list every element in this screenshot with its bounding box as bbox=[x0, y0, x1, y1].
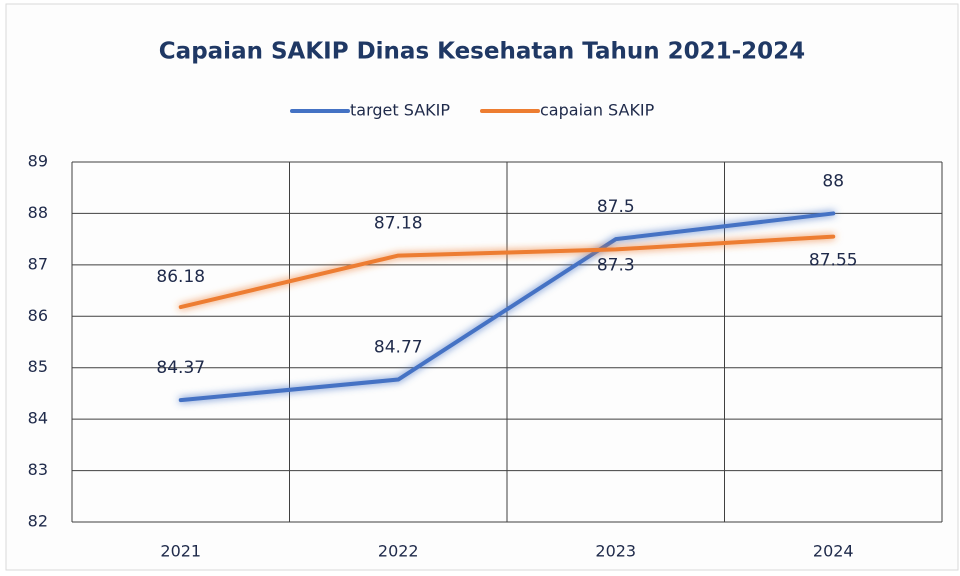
data-label: 87.55 bbox=[809, 251, 858, 271]
y-tick-label: 83 bbox=[28, 460, 48, 479]
y-tick-label: 82 bbox=[28, 512, 48, 531]
y-tick-label: 84 bbox=[28, 409, 48, 428]
x-tick-label: 2021 bbox=[160, 542, 201, 561]
x-tick-label: 2022 bbox=[378, 542, 419, 561]
y-tick-label: 87 bbox=[28, 254, 48, 273]
legend-label: target SAKIP bbox=[350, 101, 450, 120]
data-label: 84.37 bbox=[156, 358, 205, 378]
legend-label: capaian SAKIP bbox=[540, 101, 655, 120]
data-label: 87.5 bbox=[597, 197, 635, 217]
chart-background bbox=[5, 3, 959, 571]
series-line bbox=[178, 211, 836, 403]
data-label: 86.18 bbox=[156, 267, 205, 287]
x-tick-label: 2023 bbox=[595, 542, 636, 561]
data-label: 84.77 bbox=[374, 338, 423, 358]
data-label: 87.3 bbox=[597, 255, 635, 275]
data-label: 88 bbox=[822, 171, 844, 191]
chart-title: Capaian SAKIP Dinas Kesehatan Tahun 2021… bbox=[159, 39, 805, 65]
y-tick-label: 89 bbox=[28, 152, 48, 171]
data-label: 87.18 bbox=[374, 214, 423, 234]
y-tick-label: 85 bbox=[28, 357, 48, 376]
series-line bbox=[178, 234, 836, 310]
y-tick-label: 86 bbox=[28, 306, 48, 325]
x-tick-label: 2024 bbox=[813, 542, 854, 561]
y-tick-label: 88 bbox=[28, 203, 48, 222]
